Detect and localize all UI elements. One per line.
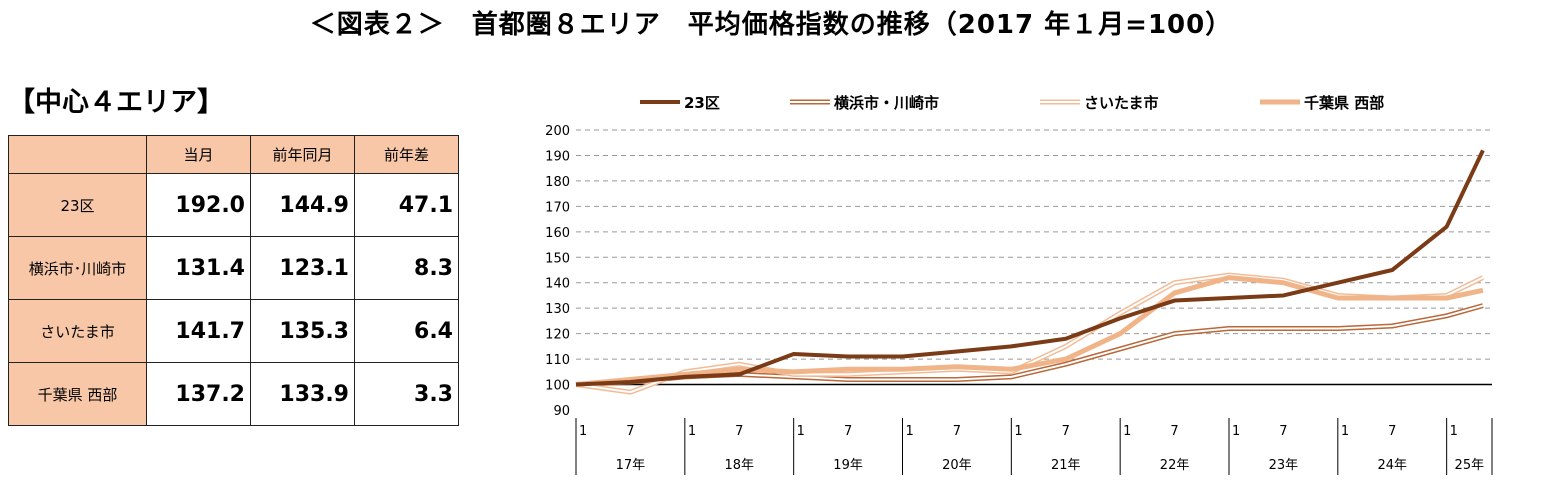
x-tick-label: 7 (1062, 424, 1070, 439)
y-tick-label: 120 (545, 328, 570, 343)
legend-label: さいたま市 (1084, 94, 1159, 112)
table-header-prev-year: 前年同月 (250, 135, 355, 174)
cell-diff: 47.1 (354, 173, 459, 237)
row-label: 23区 (8, 173, 147, 237)
year-label: 19年 (833, 458, 863, 473)
x-tick-label: 1 (1232, 424, 1240, 439)
cell-current: 137.2 (146, 362, 251, 426)
cell-prev-year: 133.9 (250, 362, 355, 426)
cell-diff: 3.3 (354, 362, 459, 426)
y-tick-label: 90 (553, 404, 570, 419)
table-row: さいたま市 141.7 135.3 6.4 (8, 299, 459, 363)
cell-prev-year: 144.9 (250, 173, 355, 237)
x-tick-label: 7 (844, 424, 852, 439)
x-tick-label: 7 (953, 424, 961, 439)
year-label: 25年 (1455, 458, 1485, 473)
x-tick-label: 1 (1450, 424, 1458, 439)
y-tick-label: 110 (545, 353, 570, 368)
y-tick-label: 130 (545, 302, 570, 317)
cell-diff: 6.4 (354, 299, 459, 363)
table-header-row: 当月 前年同月 前年差 (8, 135, 459, 174)
cell-prev-year: 123.1 (250, 236, 355, 300)
year-label: 22年 (1160, 458, 1190, 473)
cell-prev-year: 135.3 (250, 299, 355, 363)
year-label: 18年 (724, 458, 754, 473)
legend-label: 千葉県 西部 (1304, 94, 1384, 112)
x-tick-label: 7 (1388, 424, 1396, 439)
x-tick-label: 1 (797, 424, 805, 439)
x-tick-label: 1 (1123, 424, 1131, 439)
x-tick-label: 1 (688, 424, 696, 439)
table-header-diff: 前年差 (354, 135, 459, 174)
cell-current: 141.7 (146, 299, 251, 363)
summary-table: 当月 前年同月 前年差 23区 192.0 144.9 47.1 横浜市･川崎市… (8, 135, 459, 426)
table-row: 23区 192.0 144.9 47.1 (8, 173, 459, 237)
cell-current: 131.4 (146, 236, 251, 300)
table-header-current: 当月 (146, 135, 251, 174)
table-header-corner (8, 135, 147, 174)
y-tick-label: 190 (545, 149, 570, 164)
page-title: ＜図表２＞ 首都圏８エリア 平均価格指数の推移（2017 年１月=100） (309, 10, 1233, 40)
series-line-3 (575, 275, 1484, 388)
year-label: 24年 (1377, 458, 1407, 473)
cell-current: 192.0 (146, 173, 251, 237)
year-label: 23年 (1269, 458, 1299, 473)
y-tick-label: 200 (545, 124, 570, 139)
y-tick-label: 150 (545, 251, 570, 266)
table-row: 横浜市･川崎市 131.4 123.1 8.3 (8, 236, 459, 300)
row-label: 千葉県 西部 (8, 362, 147, 426)
x-tick-label: 1 (579, 424, 587, 439)
row-label: 横浜市･川崎市 (8, 236, 147, 300)
x-tick-label: 7 (735, 424, 743, 439)
year-label: 17年 (616, 458, 646, 473)
y-tick-label: 100 (545, 379, 570, 394)
series-line-0 (575, 149, 1485, 387)
section-title: 【中心４エリア】 (8, 87, 224, 118)
cell-diff: 8.3 (354, 236, 459, 300)
x-tick-label: 1 (905, 424, 913, 439)
row-label: さいたま市 (8, 299, 147, 363)
y-tick-label: 140 (545, 277, 570, 292)
x-tick-label: 1 (1014, 424, 1022, 439)
legend-label: 23区 (684, 94, 720, 112)
y-tick-label: 180 (545, 175, 570, 190)
year-label: 20年 (942, 458, 972, 473)
y-tick-label: 170 (545, 200, 570, 215)
x-tick-label: 1 (1341, 424, 1349, 439)
x-tick-label: 7 (1170, 424, 1178, 439)
year-label: 21年 (1051, 458, 1081, 473)
price-index-line-chart: 90 100 110 120 130 140 150 160 170 180 190 200 1 7 1 7 1… (545, 94, 1493, 475)
table-row: 千葉県 西部 137.2 133.9 3.3 (8, 362, 459, 426)
legend-label: 横浜市・川崎市 (834, 94, 939, 112)
x-tick-label: 7 (1279, 424, 1287, 439)
x-tick-label: 7 (626, 424, 634, 439)
y-tick-label: 160 (545, 226, 570, 241)
